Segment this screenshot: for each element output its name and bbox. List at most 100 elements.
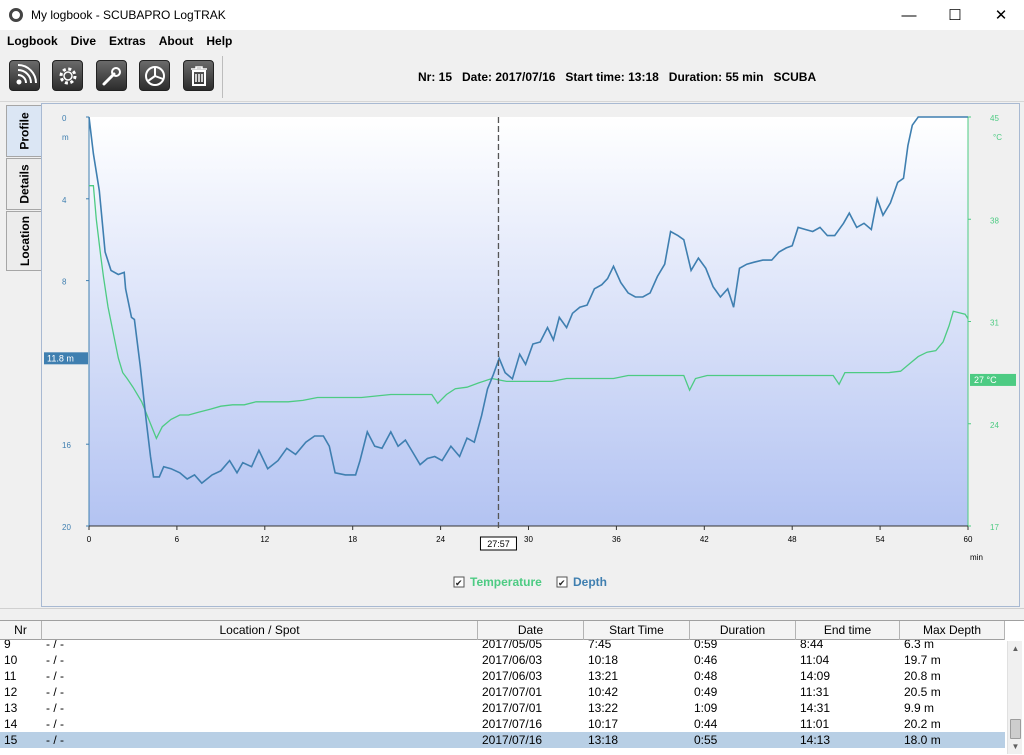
- table-cell: - / -: [46, 685, 64, 699]
- col-duration[interactable]: Duration: [690, 621, 796, 640]
- scroll-up-icon[interactable]: ▲: [1011, 644, 1020, 653]
- settings-button[interactable]: [52, 60, 83, 91]
- table-row[interactable]: 14 - / - 2017/07/16 10:17 0:44 11:01 20.2 m: [0, 716, 1005, 732]
- depth-unit-label: m: [62, 133, 69, 142]
- table-cell: 0:49: [694, 685, 718, 699]
- table-row[interactable]: 12 - / - 2017/07/01 10:42 0:49 11:31 20.5 m: [0, 684, 1005, 700]
- depth-tick-label: 4: [62, 196, 67, 205]
- split-pane-divider[interactable]: [0, 608, 1024, 620]
- delete-button[interactable]: [183, 60, 214, 91]
- temperature-tick-label: 31: [990, 319, 999, 328]
- table-cell: 11:01: [800, 717, 830, 731]
- table-cell: 0:59: [694, 640, 718, 651]
- legend-temperature[interactable]: Temperature: [470, 575, 542, 589]
- close-button[interactable]: ✕: [994, 7, 1008, 24]
- menu-dive[interactable]: Dive: [70, 34, 97, 48]
- tab-location[interactable]: Location: [6, 211, 42, 271]
- pie-chart-icon: [144, 65, 165, 86]
- wireless-icon: [16, 63, 37, 84]
- temperature-checkbox[interactable]: [453, 576, 465, 588]
- x-tick-label: 36: [612, 535, 621, 544]
- table-cell: 18.0 m: [904, 733, 941, 747]
- cursor-temp-label: 27 °C: [974, 375, 997, 385]
- table-row[interactable]: 11 - / - 2017/06/03 13:21 0:48 14:09 20.8 m: [0, 668, 1005, 684]
- table-row[interactable]: 13 - / - 2017/07/01 13:22 1:09 14:31 9.9 m: [0, 700, 1005, 716]
- table-cell: 11: [4, 669, 17, 683]
- table-header: Nr Location / Spot Date Start Time Durat…: [0, 621, 1005, 640]
- table-row[interactable]: 9 - / - 2017/05/05 7:45 0:59 8:44 6.3 m: [0, 640, 1005, 652]
- table-cell: 11:31: [800, 685, 830, 699]
- col-start-time[interactable]: Start Time: [584, 621, 690, 640]
- depth-tick-label: 0: [62, 114, 67, 123]
- table-cell: - / -: [46, 640, 64, 651]
- table-cell: 10:42: [588, 685, 619, 699]
- statistics-button[interactable]: [139, 60, 170, 91]
- table-cell: 10:18: [588, 653, 619, 667]
- table-cell: 14:31: [800, 701, 831, 715]
- table-cell: 10:17: [588, 717, 619, 731]
- x-tick-label: 0: [87, 535, 92, 544]
- table-cell: - / -: [46, 653, 64, 667]
- table-cell: 2017/07/01: [482, 701, 543, 715]
- window-title: My logbook - SCUBAPRO LogTRAK: [31, 8, 226, 22]
- cursor-time-label: 27:57: [487, 539, 510, 549]
- window-controls: — ☐ ✕: [886, 0, 1024, 30]
- col-date[interactable]: Date: [478, 621, 584, 640]
- cursor-time-box: 27:57: [479, 536, 517, 551]
- menu-help[interactable]: Help: [206, 34, 233, 48]
- tab-details[interactable]: Details: [6, 158, 42, 210]
- scroll-down-icon[interactable]: ▼: [1011, 742, 1020, 751]
- minimize-button[interactable]: —: [901, 6, 917, 24]
- table-cell: 9.9 m: [904, 701, 935, 715]
- temperature-tick-label: 45: [990, 114, 999, 123]
- depth-checkbox[interactable]: [556, 576, 568, 588]
- table-row[interactable]: 10 - / - 2017/06/03 10:18 0:46 11:04 19.7 m: [0, 652, 1005, 668]
- legend-depth[interactable]: Depth: [573, 575, 607, 589]
- col-end-time[interactable]: End time: [796, 621, 900, 640]
- x-tick-label: 42: [700, 535, 709, 544]
- table-row[interactable]: 15 - / - 2017/07/16 13:18 0:55 14:13 18.0 m: [0, 732, 1005, 748]
- table-cell: 2017/05/05: [482, 640, 543, 651]
- check-icon: ✔: [455, 579, 463, 589]
- download-dives-button[interactable]: [9, 60, 40, 91]
- table-cell: 19.7 m: [904, 653, 941, 667]
- menu-about[interactable]: About: [158, 34, 194, 48]
- tab-profile[interactable]: Profile: [6, 105, 42, 157]
- plot-area: [89, 117, 968, 526]
- side-tabs: Profile Details Location: [0, 103, 42, 608]
- tab-details-label: Details: [17, 164, 32, 204]
- toolbar: Nr: 15 Date: 2017/07/16 Start time: 13:1…: [0, 52, 1024, 102]
- menu-extras[interactable]: Extras: [109, 34, 146, 48]
- tab-location-label: Location: [17, 216, 32, 266]
- cursor-depth-box: 11.8 m: [44, 352, 88, 365]
- table-cell: 2017/07/16: [482, 733, 543, 747]
- tools-button[interactable]: [96, 60, 127, 91]
- table-cell: 13:18: [588, 733, 619, 747]
- col-max-depth[interactable]: Max Depth: [900, 621, 1005, 640]
- table-cell: 2017/06/03: [482, 653, 543, 667]
- table-cell: 7:45: [588, 640, 612, 651]
- table-scrollbar[interactable]: ▲ ▼: [1007, 641, 1022, 754]
- col-location[interactable]: Location / Spot: [42, 621, 478, 640]
- depth-series-line: [88, 116, 968, 485]
- table-cell: 14:13: [800, 733, 831, 747]
- col-nr[interactable]: Nr: [0, 621, 42, 640]
- table-cell: 12: [4, 685, 18, 699]
- table-cell: 14:09: [800, 669, 831, 683]
- time-unit-label: min: [970, 553, 983, 562]
- table-cell: 14: [4, 717, 18, 731]
- table-cell: 11:04: [800, 653, 830, 667]
- menu-logbook[interactable]: Logbook: [7, 34, 58, 48]
- cursor-depth-label: 11.8 m: [47, 353, 74, 363]
- table-cell: 0:44: [694, 717, 718, 731]
- toolbar-separator: [222, 56, 223, 98]
- tab-profile-label: Profile: [17, 112, 32, 150]
- app-logo-icon: [9, 8, 23, 22]
- temperature-tick-label: 38: [990, 216, 999, 225]
- x-tick-label: 48: [788, 535, 797, 544]
- x-tick-label: 30: [524, 535, 533, 544]
- scroll-thumb[interactable]: [1010, 719, 1021, 739]
- maximize-button[interactable]: ☐: [948, 7, 962, 24]
- x-tick-label: 18: [348, 535, 357, 544]
